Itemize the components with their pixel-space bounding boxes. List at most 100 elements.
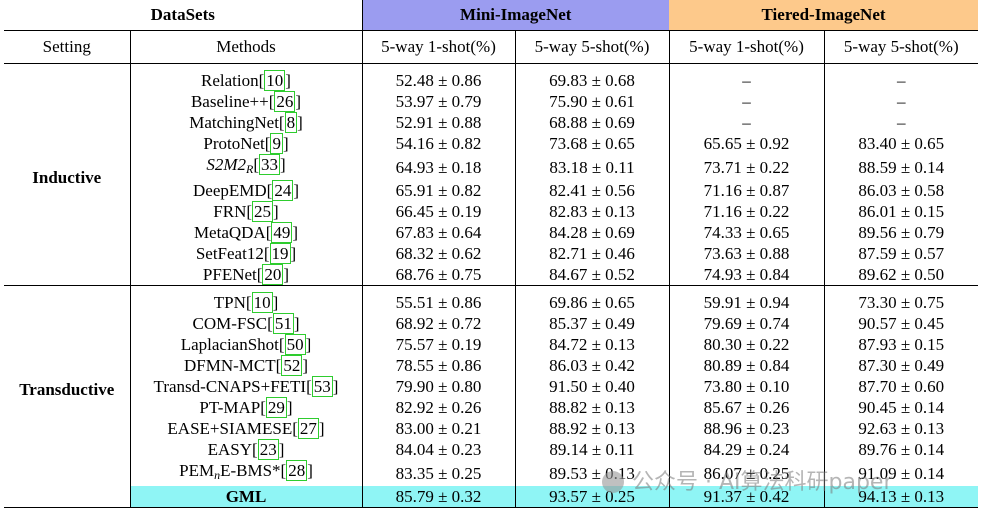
value-cell: 82.92 ± 0.26: [361, 397, 515, 418]
value-cell: 71.16 ± 0.87: [668, 180, 825, 201]
value-cell: 65.65 ± 0.92: [668, 133, 825, 154]
table-row: Baseline++[26] 53.97 ± 0.79 75.90 ± 0.61– –: [4, 91, 979, 112]
table-row: SetFeat12[19] 68.32 ± 0.62 82.71 ± 0.46 73.…: [4, 243, 979, 264]
value-cell: 55.51 ± 0.86: [361, 292, 515, 313]
value-cell: 78.55 ± 0.86: [361, 355, 515, 376]
method-cell: TPN[10]: [129, 292, 362, 313]
value-cell: 74.93 ± 0.84: [668, 264, 825, 286]
value-cell: 73.80 ± 0.10: [668, 376, 825, 397]
citation-link[interactable]: 10: [251, 292, 273, 313]
value-cell: 89.56 ± 0.79: [823, 222, 979, 243]
gml-value-cell: 91.37 ± 0.42: [668, 486, 825, 508]
value-cell: 52.48 ± 0.86: [361, 70, 515, 91]
citation-link[interactable]: 29: [265, 397, 287, 418]
method-name: ProtoNet: [203, 134, 265, 153]
citation-link[interactable]: 9: [270, 133, 283, 154]
spacer-row: [4, 285, 979, 292]
table-row: Inductive Relation[10] 52.48 ± 0.86 69.83 ±…: [4, 70, 979, 187]
value-cell: 86.03 ± 0.58: [823, 180, 979, 201]
gml-row: GML 85.79 ± 0.32 93.57 ± 0.25 91.37 ± 0.42 9…: [4, 486, 979, 508]
value-cell: 68.92 ± 0.72: [361, 313, 515, 334]
value-cell: –: [668, 70, 825, 91]
method-cell: DFMN-MCT[52]: [129, 355, 362, 376]
method-cell: PFENet[20]: [129, 264, 362, 286]
method-cell: ProtoNet[9]: [129, 133, 362, 154]
value-cell: 73.30 ± 0.75: [823, 292, 979, 313]
col-header-mini-5shot: 5-way 5-shot(%): [514, 30, 670, 64]
citation-link[interactable]: 20: [262, 264, 284, 285]
citation-link[interactable]: 27: [297, 418, 319, 439]
value-cell: 80.30 ± 0.22: [668, 334, 825, 355]
method-name: MetaQDA: [193, 223, 266, 242]
method-name: SetFeat12: [195, 244, 264, 263]
method-cell: MetaQDA[49]: [129, 222, 362, 243]
citation-link[interactable]: 24: [272, 180, 294, 201]
method-cell: LaplacianShot[50]: [129, 334, 362, 355]
value-cell: –: [823, 112, 979, 133]
citation-link[interactable]: 23: [257, 439, 279, 460]
table-row: S2M2R[33] 64.93 ± 0.18 83.18 ± 0.11 73.71 ±…: [4, 154, 979, 180]
table-row: COM-FSC[51] 68.92 ± 0.72 85.37 ± 0.49 79.69…: [4, 313, 979, 334]
citation-link[interactable]: 33: [259, 154, 280, 175]
value-cell: 87.93 ± 0.15: [823, 334, 979, 355]
table-row: FRN[25] 66.45 ± 0.19 82.83 ± 0.13 71.16 ± 0…: [4, 201, 979, 222]
spacer-cell: [129, 285, 362, 292]
value-cell: –: [823, 91, 979, 112]
table-row: EASE+SIAMESE[27] 83.00 ± 0.21 88.92 ± 0.13…: [4, 418, 979, 439]
spacer-cell: [668, 63, 825, 70]
method-name: DeepEMD: [193, 181, 267, 200]
method-name: PFENet: [202, 265, 257, 284]
value-cell: 86.07 ± 0.25: [668, 460, 825, 486]
citation-link[interactable]: 26: [274, 91, 296, 112]
col-header-mini-1shot: 5-way 1-shot(%): [361, 30, 515, 64]
value-cell: 75.57 ± 0.19: [361, 334, 515, 355]
value-cell: 68.88 ± 0.69: [514, 112, 670, 133]
value-cell: 90.45 ± 0.14: [823, 397, 979, 418]
value-cell: 84.04 ± 0.23: [361, 439, 515, 460]
citation-link[interactable]: 51: [272, 313, 294, 334]
method-cell: Relation[10]: [129, 70, 362, 91]
value-cell: 83.00 ± 0.21: [361, 418, 515, 439]
value-cell: 53.97 ± 0.79: [361, 91, 515, 112]
method-name: LaplacianShot: [180, 335, 279, 354]
citation-link[interactable]: 49: [271, 222, 293, 243]
value-cell: 79.69 ± 0.74: [668, 313, 825, 334]
table-row: Transd-CNAPS+FETI[53] 79.90 ± 0.80 91.50 ±…: [4, 376, 979, 397]
spacer-cell: [668, 285, 825, 292]
value-cell: 85.37 ± 0.49: [514, 313, 670, 334]
method-name: TPN: [213, 293, 246, 312]
citation-link[interactable]: 53: [311, 376, 333, 397]
value-cell: –: [823, 70, 979, 91]
value-cell: 73.63 ± 0.88: [668, 243, 825, 264]
method-cell: Transd-CNAPS+FETI[53]: [129, 376, 362, 397]
value-cell: 89.14 ± 0.11: [514, 439, 670, 460]
method-name: Relation: [201, 71, 259, 90]
method-cell: COM-FSC[51]: [129, 313, 362, 334]
citation-link[interactable]: 10: [264, 70, 286, 91]
value-cell: 88.82 ± 0.13: [514, 397, 670, 418]
value-cell: 87.59 ± 0.57: [823, 243, 979, 264]
value-cell: 82.83 ± 0.13: [514, 201, 670, 222]
citation-link[interactable]: 28: [286, 460, 308, 481]
citation-link[interactable]: 19: [269, 243, 291, 264]
method-cell: SetFeat12[19]: [129, 243, 362, 264]
value-cell: 73.68 ± 0.65: [514, 133, 670, 154]
value-cell: 84.72 ± 0.13: [514, 334, 670, 355]
spacer-cell: [823, 63, 979, 70]
citation-link[interactable]: 25: [252, 201, 274, 222]
value-cell: 84.28 ± 0.69: [514, 222, 670, 243]
citation-link[interactable]: 52: [281, 355, 303, 376]
value-cell: 87.30 ± 0.49: [823, 355, 979, 376]
method-cell: PT-MAP[29]: [129, 397, 362, 418]
method-subscript: n: [214, 468, 221, 482]
table-row: MetaQDA[49] 67.83 ± 0.64 84.28 ± 0.69 74.33…: [4, 222, 979, 243]
citation-link[interactable]: 50: [284, 334, 306, 355]
value-cell: 88.96 ± 0.23: [668, 418, 825, 439]
method-name: EASY: [207, 440, 253, 459]
method-name: COM-FSC: [192, 314, 268, 333]
blank-cell: [4, 486, 130, 508]
citation-link[interactable]: 8: [284, 112, 298, 133]
gml-method: GML: [129, 486, 362, 508]
method-subscript: R: [245, 162, 254, 176]
value-cell: 83.40 ± 0.65: [823, 133, 979, 154]
